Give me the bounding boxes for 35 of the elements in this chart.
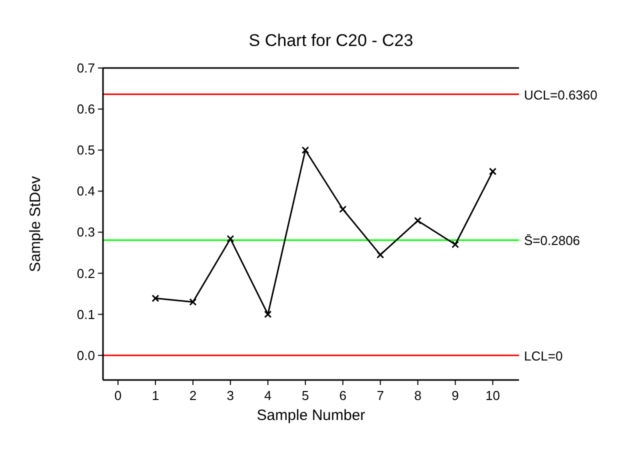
ref-line-label: S̄=0.2806 — [524, 233, 580, 248]
y-tick-label: 0.2 — [76, 266, 95, 281]
x-tick-label: 6 — [339, 388, 346, 403]
point — [264, 310, 272, 318]
y-axis-title: Sample StDev — [27, 176, 44, 272]
x-tick-label: 4 — [264, 388, 272, 403]
point — [302, 146, 310, 154]
ref-line-label: LCL=0 — [524, 348, 563, 364]
ref-line-label: UCL=0.6360 — [524, 87, 598, 102]
x-axis-title: Sample Number — [256, 407, 366, 424]
point — [452, 240, 460, 248]
x-tick-label: 8 — [414, 388, 422, 403]
point — [339, 205, 347, 213]
point — [226, 235, 234, 243]
y-tick-label: 0.5 — [76, 142, 95, 158]
point — [189, 298, 197, 306]
point — [152, 294, 160, 302]
y-tick-label: 0.0 — [76, 348, 95, 363]
point — [376, 251, 384, 259]
x-tick-label: 10 — [486, 388, 500, 403]
x-tick-label: 9 — [452, 388, 459, 403]
y-tick-label: 0.7 — [76, 60, 95, 76]
x-tick-label: 7 — [376, 388, 384, 403]
y-tick-label: 0.4 — [76, 184, 95, 199]
chart-title: S Chart for C20 - C23 — [248, 31, 414, 50]
point — [414, 216, 422, 224]
y-tick-label: 0.1 — [76, 306, 95, 322]
y-tick-label: 0.3 — [76, 224, 95, 240]
x-tick-label: 0 — [114, 388, 122, 403]
x-tick-label: 1 — [152, 388, 160, 403]
x-tick-label: 3 — [226, 388, 234, 403]
x-tick-label: 2 — [189, 388, 197, 403]
point — [489, 168, 497, 176]
y-tick-label: 0.6 — [76, 102, 95, 117]
x-tick-label: 5 — [302, 388, 309, 403]
